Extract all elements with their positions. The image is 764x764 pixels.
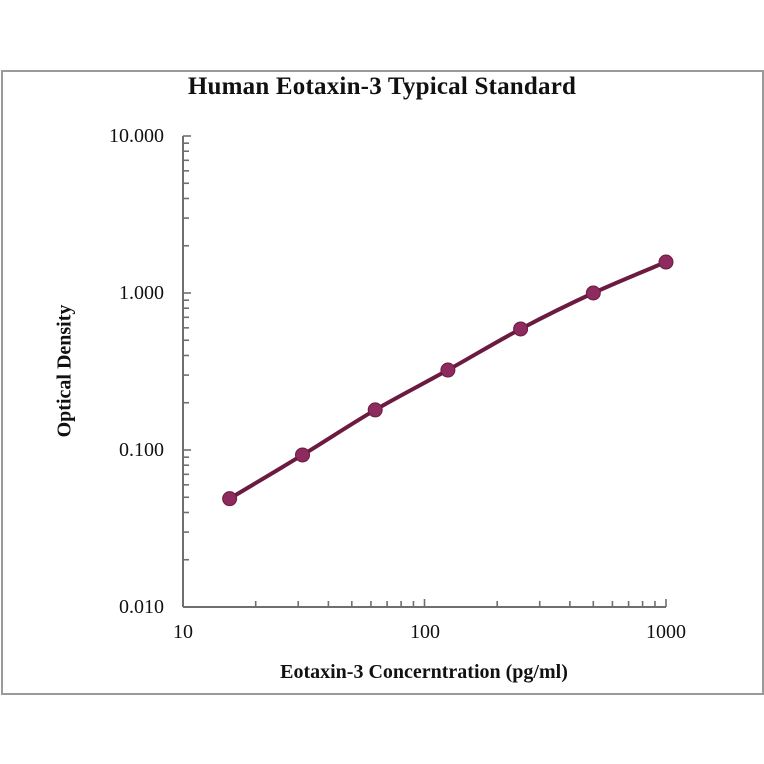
- data-line: [227, 260, 668, 501]
- data-point: [295, 447, 311, 463]
- data-point: [222, 491, 238, 507]
- data-point: [585, 285, 601, 301]
- x-tick-label: 100: [410, 621, 440, 643]
- axes: [182, 135, 667, 608]
- y-tick-label: 0.100: [119, 439, 164, 461]
- figure-frame: [1, 70, 764, 695]
- data-point: [367, 402, 383, 418]
- data-point: [658, 254, 674, 270]
- data-point: [513, 321, 529, 337]
- y-tick-label: 0.010: [119, 596, 164, 618]
- x-tick-label: 1000: [646, 621, 686, 643]
- y-tick-label: 10.000: [109, 125, 164, 147]
- x-tick-label: 10: [173, 621, 193, 643]
- chart-title: Human Eotaxin-3 Typical Standard: [187, 73, 577, 100]
- data-point: [440, 362, 456, 378]
- x-axis-label: Eotaxin-3 Concerntration (pg/ml): [280, 661, 568, 683]
- y-tick-label: 1.000: [119, 282, 164, 304]
- data-markers: [222, 254, 674, 507]
